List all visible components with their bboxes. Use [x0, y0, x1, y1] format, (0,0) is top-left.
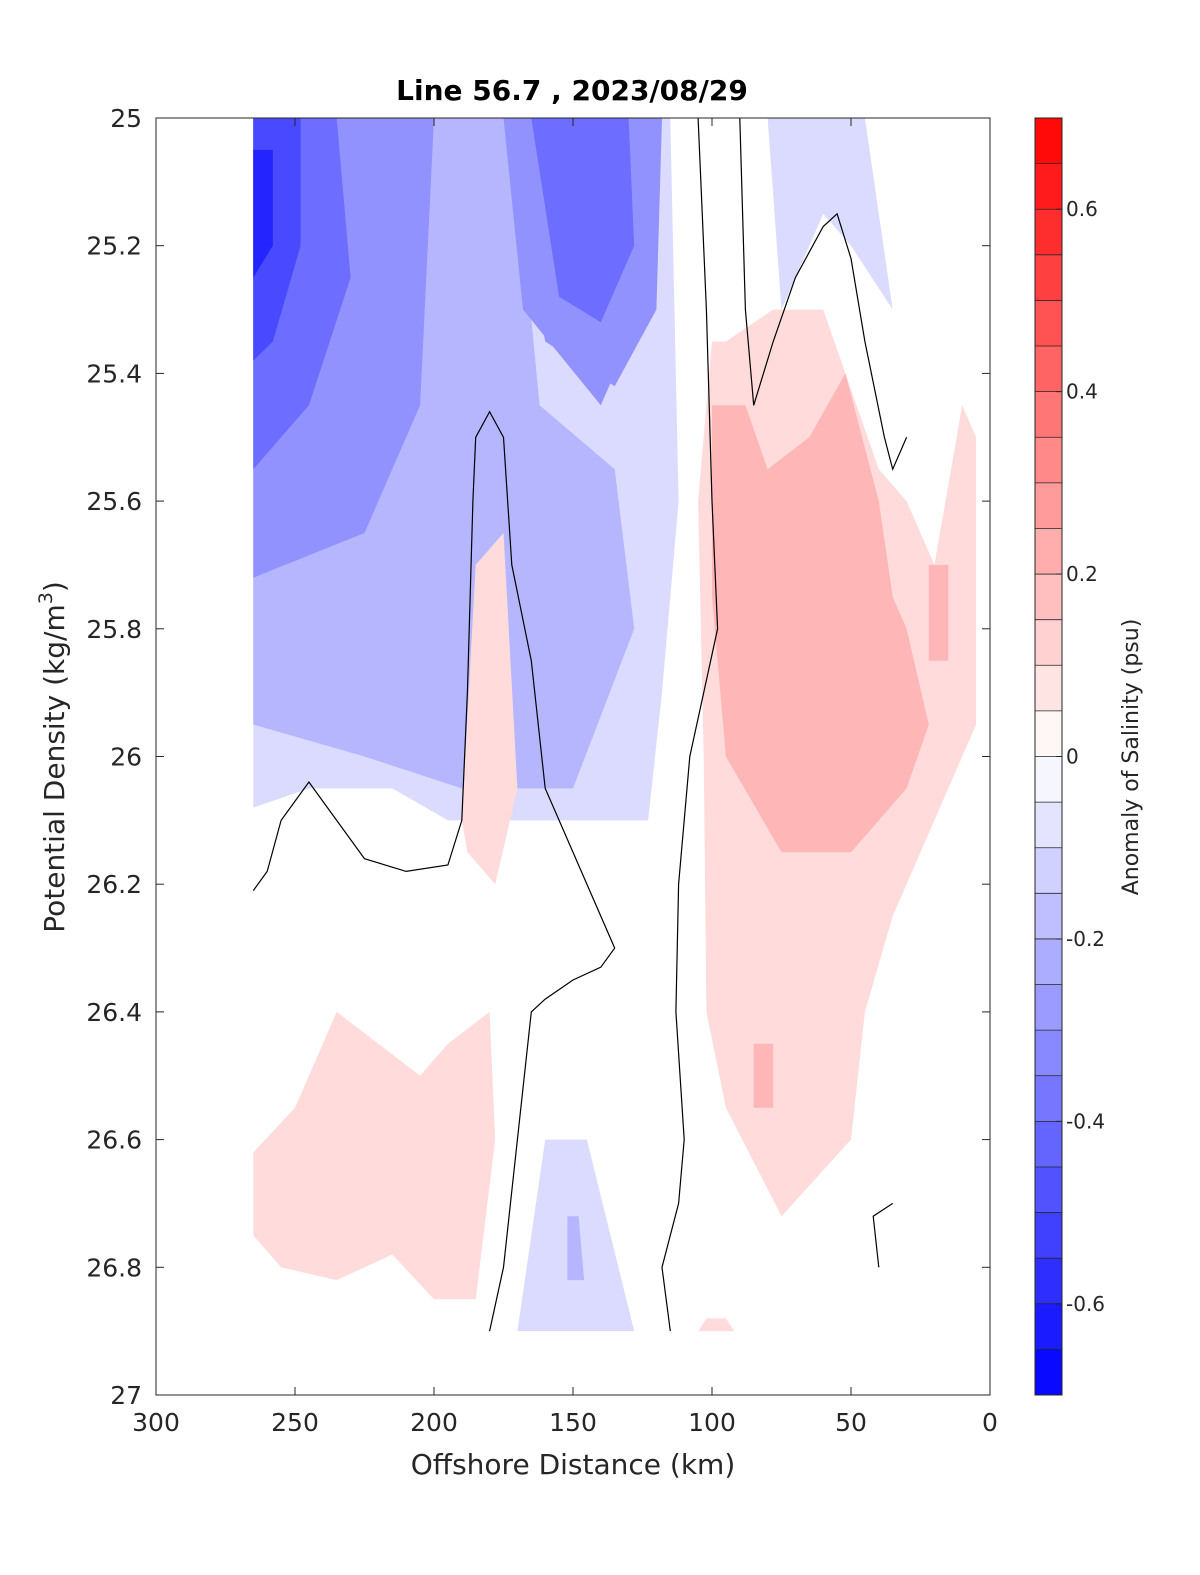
colorbar-segment: [1035, 710, 1062, 757]
zero-contour-line: [739, 118, 908, 472]
y-tick-label: 26.8: [86, 1253, 142, 1282]
anomaly-region: [461, 533, 518, 885]
colorbar-segment: [1035, 1030, 1062, 1077]
colorbar-segment: [1035, 802, 1062, 849]
anomaly-region: [531, 118, 635, 323]
y-tick-label: 26.4: [86, 998, 142, 1027]
x-axis-ticks: 300 250 200 150 100 50 0: [132, 118, 998, 1437]
colorbar-segment: [1035, 209, 1062, 256]
y-tick-label: 25.2: [86, 232, 142, 261]
x-tick-label: 50: [835, 1408, 867, 1437]
colorbar-segment: [1035, 1349, 1062, 1396]
colorbar-tick-label: -0.6: [1066, 1292, 1105, 1316]
colorbar-ticks: -0.6 -0.4 -0.2 0 0.2 0.4 0.6: [1056, 197, 1105, 1316]
colorbar-segment: [1035, 254, 1062, 301]
anomaly-region: [253, 149, 273, 278]
y-tick-label: 25.6: [86, 487, 142, 516]
colorbar-segment: [1035, 391, 1062, 438]
colorbar-tick-label: 0: [1066, 745, 1079, 769]
colorbar-segment: [1035, 118, 1062, 165]
colorbar-segment: [1035, 346, 1062, 393]
y-axis-label-close: ): [38, 581, 71, 592]
x-axis-label: Offshore Distance (km): [411, 1448, 736, 1481]
colorbar-segment: [1035, 163, 1062, 210]
colorbar-segment: [1035, 619, 1062, 666]
colorbar-segment: [1035, 437, 1062, 484]
colorbar: [1034, 117, 1063, 1396]
x-tick-label: 200: [410, 1408, 458, 1437]
anomaly-region: [712, 373, 929, 853]
x-tick-label: 100: [688, 1408, 736, 1437]
x-tick-label: 300: [132, 1408, 180, 1437]
y-tick-label: 26.6: [86, 1126, 142, 1155]
colorbar-segment: [1035, 1212, 1062, 1259]
zero-contour-line: [661, 118, 719, 1332]
colorbar-segment: [1035, 1075, 1062, 1122]
colorbar-segment: [1035, 1121, 1062, 1168]
colorbar-segment: [1035, 984, 1062, 1031]
x-tick-label: 0: [982, 1408, 998, 1437]
colorbar-tick-label: 0.4: [1066, 380, 1098, 404]
anomaly-region: [767, 118, 893, 310]
colorbar-label: Anomaly of Salinity (psu): [1119, 619, 1144, 896]
anomaly-region: [753, 1043, 774, 1108]
anomaly-regions: [253, 118, 977, 1332]
y-axis-ticks: 25 25.2 25.4 25.6 25.8 26 26.2 26.4 26.6 26.8 27: [86, 104, 990, 1410]
anomaly-region: [928, 564, 949, 661]
y-tick-label: 25: [110, 104, 142, 133]
anomaly-region: [698, 1318, 735, 1332]
colorbar-tick-label: 0.2: [1066, 562, 1098, 586]
y-tick-label: 25.8: [86, 615, 142, 644]
colorbar-segment: [1035, 528, 1062, 575]
anomaly-region: [567, 1216, 585, 1281]
anomaly-region: [253, 1011, 496, 1300]
zero-contour-lines: [252, 118, 908, 1332]
colorbar-tick-label: 0.6: [1066, 197, 1098, 221]
y-tick-label: 26.2: [86, 870, 142, 899]
colorbar-segment: [1035, 1258, 1062, 1305]
colorbar-segment: [1035, 1303, 1062, 1350]
chart-title: Line 56.7 , 2023/08/29: [396, 74, 748, 107]
zero-contour-line: [252, 410, 616, 1332]
y-tick-label: 26: [110, 743, 142, 772]
colorbar-segment: [1035, 938, 1062, 986]
y-axis-label: Potential Density (kg/m3): [35, 581, 71, 933]
colorbar-segment: [1035, 482, 1062, 529]
y-tick-label: 25.4: [86, 359, 142, 388]
colorbar-segment: [1035, 300, 1062, 347]
y-axis-label-superscript: 3: [35, 592, 57, 604]
x-tick-label: 250: [271, 1408, 319, 1437]
x-tick-label: 150: [549, 1408, 597, 1437]
colorbar-segment: [1035, 847, 1062, 894]
y-tick-label: 27: [110, 1381, 142, 1410]
colorbar-segment: [1035, 756, 1062, 803]
y-axis-label-main: Potential Density (kg/m: [38, 604, 71, 933]
colorbar-segment: [1035, 574, 1062, 621]
colorbar-segment: [1035, 1166, 1062, 1214]
colorbar-tick-label: -0.4: [1066, 1109, 1105, 1133]
colorbar-tick-label: -0.2: [1066, 927, 1105, 951]
colorbar-segment: [1035, 893, 1062, 940]
colorbar-segment: [1035, 665, 1062, 712]
plot-area: 300 250 200 150 100 50 0 2525.225.425.625.8262…: [86, 104, 998, 1437]
zero-contour-line: [872, 1202, 894, 1268]
